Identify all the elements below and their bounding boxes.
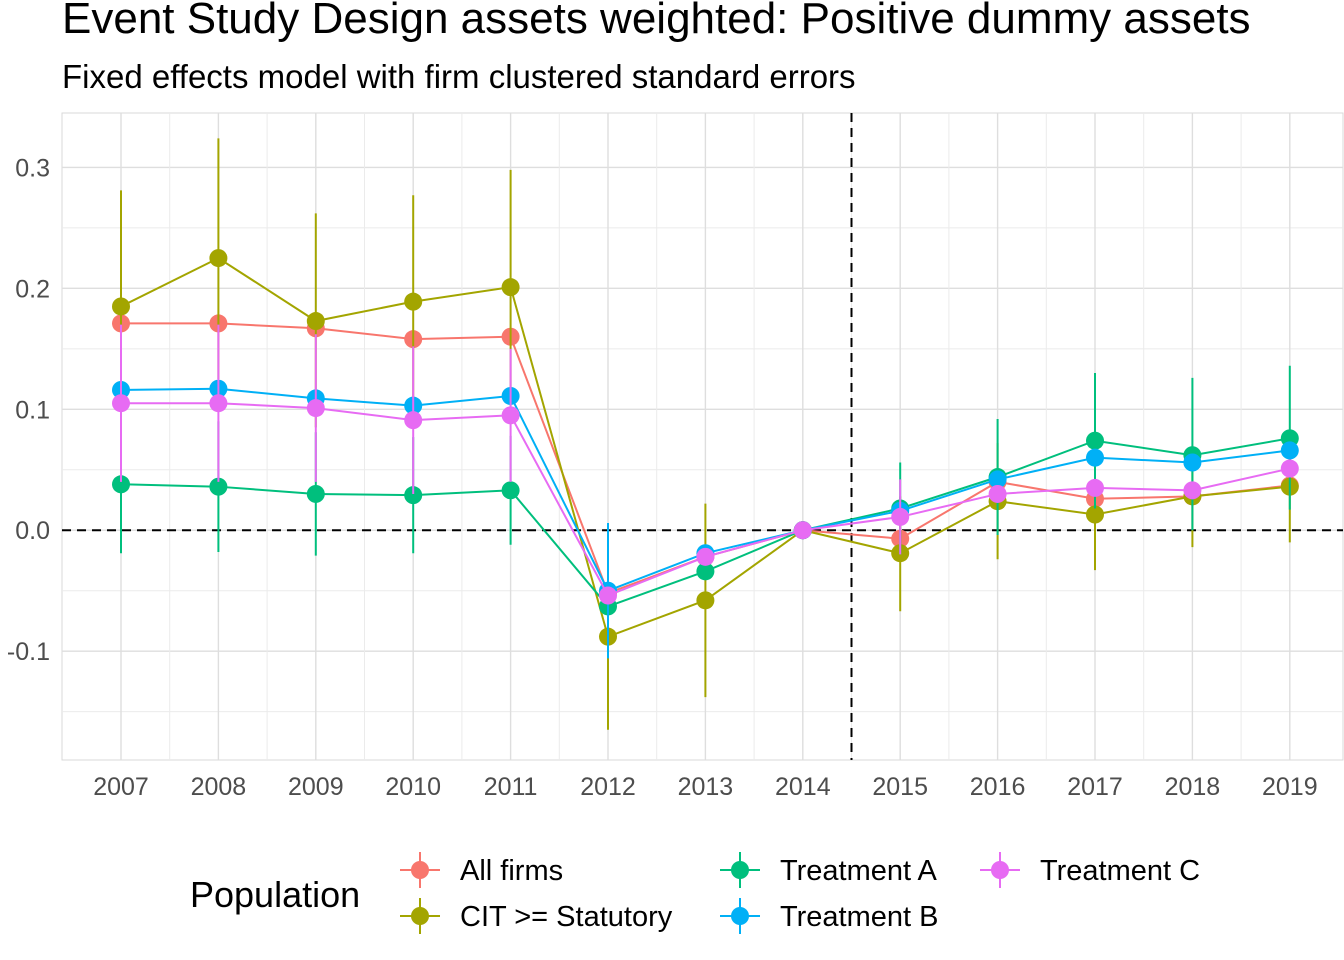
data-point <box>501 481 520 500</box>
data-point <box>501 278 520 297</box>
y-tick-label: -0.1 <box>7 638 50 666</box>
grid <box>61 112 1344 761</box>
legend-label: Treatment C <box>1040 855 1200 887</box>
x-tick-label: 2009 <box>288 773 344 801</box>
legend-label: Treatment A <box>780 855 938 887</box>
x-tick-label: 2018 <box>1165 773 1221 801</box>
data-point <box>1086 505 1104 524</box>
legend-item: Treatment A <box>720 852 938 888</box>
legend-item: All firms <box>400 852 563 888</box>
x-tick-label: 2010 <box>385 773 441 801</box>
y-tick-label: 0.3 <box>15 154 50 182</box>
data-point <box>501 406 520 425</box>
data-point <box>988 470 1007 489</box>
data-point <box>1183 453 1202 472</box>
data-point <box>793 521 812 540</box>
data-point <box>112 475 130 494</box>
data-point <box>404 292 423 311</box>
reference-lines <box>62 113 1343 760</box>
legend-key-point <box>991 861 1009 879</box>
x-tick-label: 2015 <box>872 773 928 801</box>
legend: Population All firms CIT >= Statutory Treat… <box>190 852 1200 934</box>
legend-key-point <box>411 907 429 925</box>
legend-label: All firms <box>460 855 563 887</box>
data-point <box>112 394 130 413</box>
plot-panel <box>61 112 1344 761</box>
data-point <box>1183 481 1202 500</box>
data-point <box>1086 448 1104 467</box>
legend-key-point <box>731 907 749 925</box>
x-tick-label: 2008 <box>191 773 247 801</box>
axes: -0.1 0.0 0.1 0.2 0.3 2007 2008 2009 2010 2011 2012… <box>7 154 1318 801</box>
y-tick-label: 0.0 <box>15 517 50 545</box>
data-point <box>1280 459 1299 478</box>
data-point <box>1086 431 1104 450</box>
legend-key-point <box>731 861 749 879</box>
y-tick-label: 0.2 <box>15 275 50 303</box>
data-point <box>209 477 228 496</box>
chart-title: Event Study Design assets weighted: Posi… <box>62 0 1251 43</box>
data-point <box>696 547 715 566</box>
legend-label: CIT >= Statutory <box>460 901 673 933</box>
legend-item: CIT >= Statutory <box>400 898 673 934</box>
data-point <box>209 249 228 268</box>
data-point <box>112 297 130 316</box>
data-point <box>1280 441 1299 460</box>
legend-key-point <box>411 861 429 879</box>
legend-title: Population <box>190 874 360 915</box>
x-tick-label: 2019 <box>1262 773 1318 801</box>
data-point <box>988 484 1007 503</box>
data-point <box>891 507 910 526</box>
data-point <box>404 486 423 505</box>
data-point <box>306 399 325 418</box>
data-point <box>696 591 715 610</box>
data-point <box>599 586 617 605</box>
legend-item: Treatment B <box>720 898 938 934</box>
x-tick-label: 2014 <box>775 773 831 801</box>
legend-label: Treatment B <box>780 901 938 933</box>
legend-item: Treatment C <box>980 852 1200 888</box>
data-point <box>1086 478 1104 497</box>
x-tick-label: 2017 <box>1067 773 1123 801</box>
series-treatment-c <box>112 324 1299 605</box>
data-point <box>209 394 228 413</box>
x-tick-label: 2012 <box>580 773 636 801</box>
data-point <box>696 562 715 581</box>
x-tick-label: 2016 <box>970 773 1026 801</box>
data-point <box>404 411 423 430</box>
data-point <box>306 312 325 331</box>
x-tick-label: 2007 <box>93 773 149 801</box>
data-point <box>306 484 325 503</box>
series <box>112 138 1299 730</box>
x-tick-label: 2011 <box>484 773 538 801</box>
chart-subtitle: Fixed effects model with firm clustered … <box>62 58 856 95</box>
y-tick-label: 0.1 <box>15 396 50 424</box>
x-tick-label: 2013 <box>678 773 734 801</box>
